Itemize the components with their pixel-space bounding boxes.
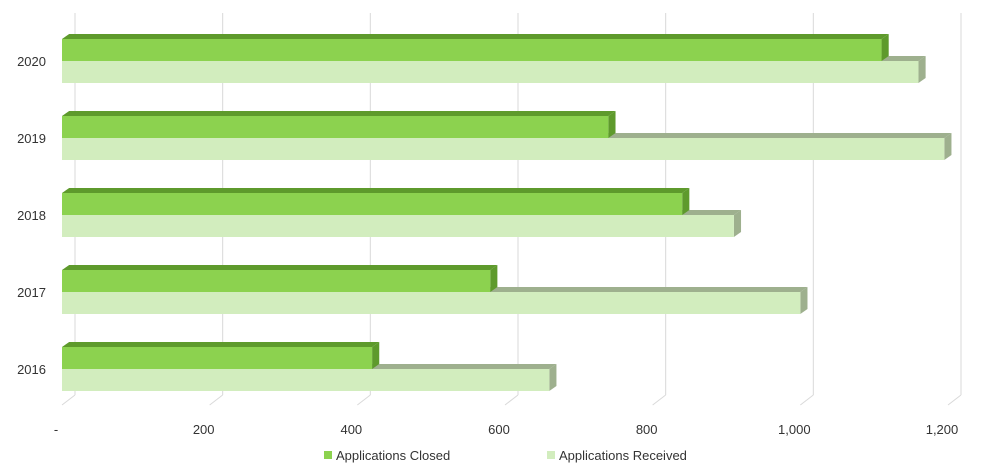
legend-item: Applications Closed (324, 448, 450, 463)
y-category-label: 2017 (17, 285, 46, 300)
floor-line (209, 394, 223, 406)
bars (62, 34, 952, 391)
x-tick-label: - (54, 422, 58, 437)
legend-swatch (547, 451, 555, 459)
bar (62, 265, 498, 292)
x-tick-label: 200 (193, 422, 215, 437)
floor-line (947, 394, 962, 406)
y-axis-labels: 2020 2019 2018 2017 2016 (17, 54, 46, 377)
x-tick-label: 1,200 (926, 422, 959, 437)
x-tick-label: 600 (488, 422, 510, 437)
bar (62, 34, 889, 61)
floor-line (504, 394, 519, 406)
y-category-label: 2016 (17, 362, 46, 377)
y-category-label: 2019 (17, 131, 46, 146)
floor-line (800, 394, 814, 406)
y-category-label: 2020 (17, 54, 46, 69)
bar (62, 111, 616, 138)
legend-item: Applications Received (547, 448, 687, 463)
legend-swatch (324, 451, 332, 459)
x-tick-label: 1,000 (778, 422, 811, 437)
floor-line (652, 394, 666, 406)
legend: Applications Closed Applications Received (324, 448, 687, 463)
legend-label: Applications Closed (336, 448, 450, 463)
floor-line (357, 394, 371, 406)
bar (62, 342, 380, 369)
floor-line (61, 394, 76, 406)
legend-label: Applications Received (559, 448, 687, 463)
y-category-label: 2018 (17, 208, 46, 223)
x-tick-label: 800 (636, 422, 658, 437)
x-tick-label: 400 (340, 422, 362, 437)
bar (62, 188, 690, 215)
x-axis-ticks: - 200 400 600 800 1,000 1,200 (54, 422, 958, 437)
